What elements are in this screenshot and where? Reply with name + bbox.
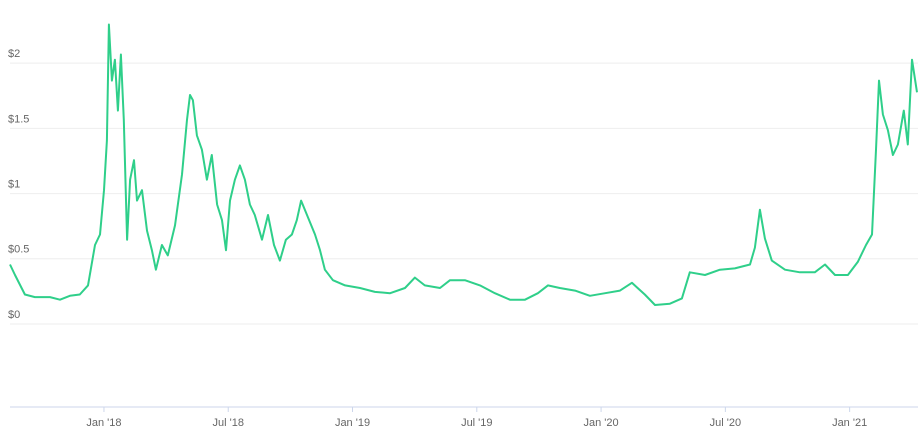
- y-tick-label: $0.5: [8, 244, 29, 256]
- y-tick-label: $0: [8, 309, 20, 321]
- x-tick-label: Jan '19: [335, 417, 370, 429]
- price-line: [9, 23, 918, 306]
- x-tick-label: Jan '20: [584, 417, 619, 429]
- y-tick-label: $1: [8, 178, 20, 190]
- y-tick-label: $1.5: [8, 113, 29, 125]
- y-tick-label: $2: [8, 48, 20, 60]
- x-tick-label: Jul '18: [213, 417, 244, 429]
- x-tick-label: Jan '21: [832, 417, 867, 429]
- x-tick-label: Jul '20: [710, 417, 741, 429]
- x-tick-label: Jul '19: [461, 417, 492, 429]
- x-tick-label: Jan '18: [86, 417, 121, 429]
